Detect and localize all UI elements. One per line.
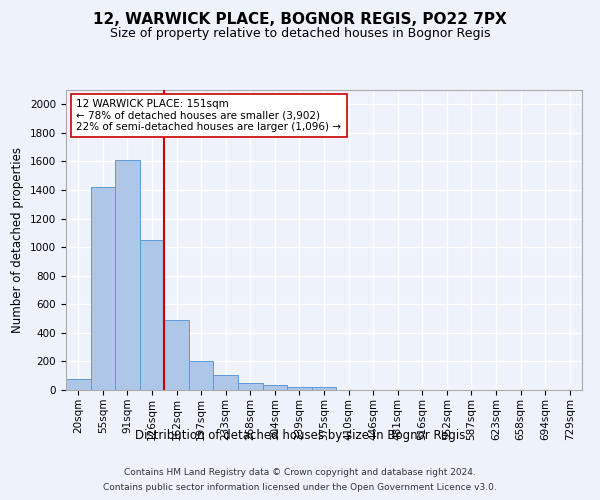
Text: Size of property relative to detached houses in Bognor Regis: Size of property relative to detached ho… — [110, 28, 490, 40]
Bar — [164, 320, 189, 390]
Bar — [238, 384, 263, 390]
Bar — [263, 385, 287, 390]
Text: Distribution of detached houses by size in Bognor Regis: Distribution of detached houses by size … — [135, 428, 465, 442]
Bar — [214, 375, 238, 390]
Bar — [287, 386, 312, 390]
Bar — [312, 388, 336, 390]
Y-axis label: Number of detached properties: Number of detached properties — [11, 147, 25, 333]
Text: 12, WARWICK PLACE, BOGNOR REGIS, PO22 7PX: 12, WARWICK PLACE, BOGNOR REGIS, PO22 7P… — [93, 12, 507, 28]
Text: Contains public sector information licensed under the Open Government Licence v3: Contains public sector information licen… — [103, 483, 497, 492]
Text: 12 WARWICK PLACE: 151sqm
← 78% of detached houses are smaller (3,902)
22% of sem: 12 WARWICK PLACE: 151sqm ← 78% of detach… — [76, 99, 341, 132]
Bar — [140, 240, 164, 390]
Bar — [66, 378, 91, 390]
Bar — [189, 360, 214, 390]
Bar — [115, 160, 140, 390]
Bar — [91, 187, 115, 390]
Text: Contains HM Land Registry data © Crown copyright and database right 2024.: Contains HM Land Registry data © Crown c… — [124, 468, 476, 477]
